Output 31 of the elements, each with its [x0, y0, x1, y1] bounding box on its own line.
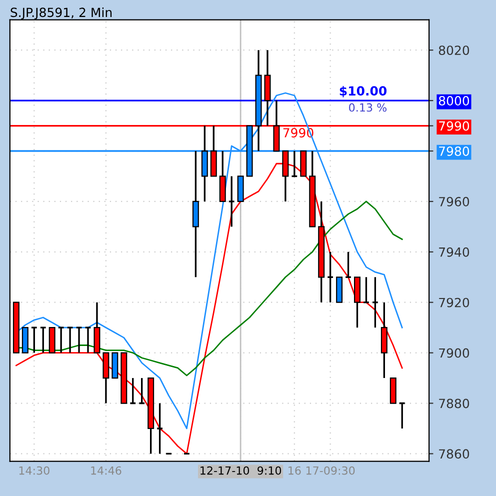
candlestick	[326, 251, 334, 304]
x-tick-label: 16	[288, 466, 301, 475]
candlestick	[398, 402, 406, 430]
chart-title: S.JP.J8591, 2 Min	[10, 7, 112, 20]
annotation: 0.13 %	[349, 103, 387, 112]
candlestick	[30, 326, 38, 354]
y-tick-label: 7860	[439, 449, 470, 459]
annotation: $10.00	[340, 86, 387, 98]
candlestick	[362, 276, 370, 304]
y-tick-label: 7920	[439, 298, 470, 308]
candlestick	[138, 377, 146, 404]
y-tick-label: 7900	[439, 348, 470, 358]
candlestick	[40, 326, 47, 354]
candlestick	[228, 175, 236, 228]
candlestick	[344, 251, 352, 278]
y-tick-label: 8020	[438, 46, 470, 56]
x-tick-label: 17-09:30	[306, 466, 355, 475]
x-tick-label: 14:46	[91, 466, 122, 475]
candlestick	[290, 150, 298, 178]
x-tick-label: 14:30	[19, 466, 50, 475]
candlestick	[58, 326, 65, 354]
y-tick-label: 7980	[439, 146, 470, 156]
y-tick-label: 7990	[439, 121, 470, 131]
y-tick-label: 7880	[439, 398, 470, 408]
candlestick	[372, 276, 379, 328]
candlestick	[156, 402, 164, 455]
y-tick-label: 7960	[439, 196, 470, 206]
x-tick-label: 12-17-10 9:10	[200, 466, 282, 475]
candlestick	[129, 377, 136, 404]
y-tick-label: 7940	[439, 247, 470, 257]
y-tick-label: 8000	[438, 96, 470, 106]
